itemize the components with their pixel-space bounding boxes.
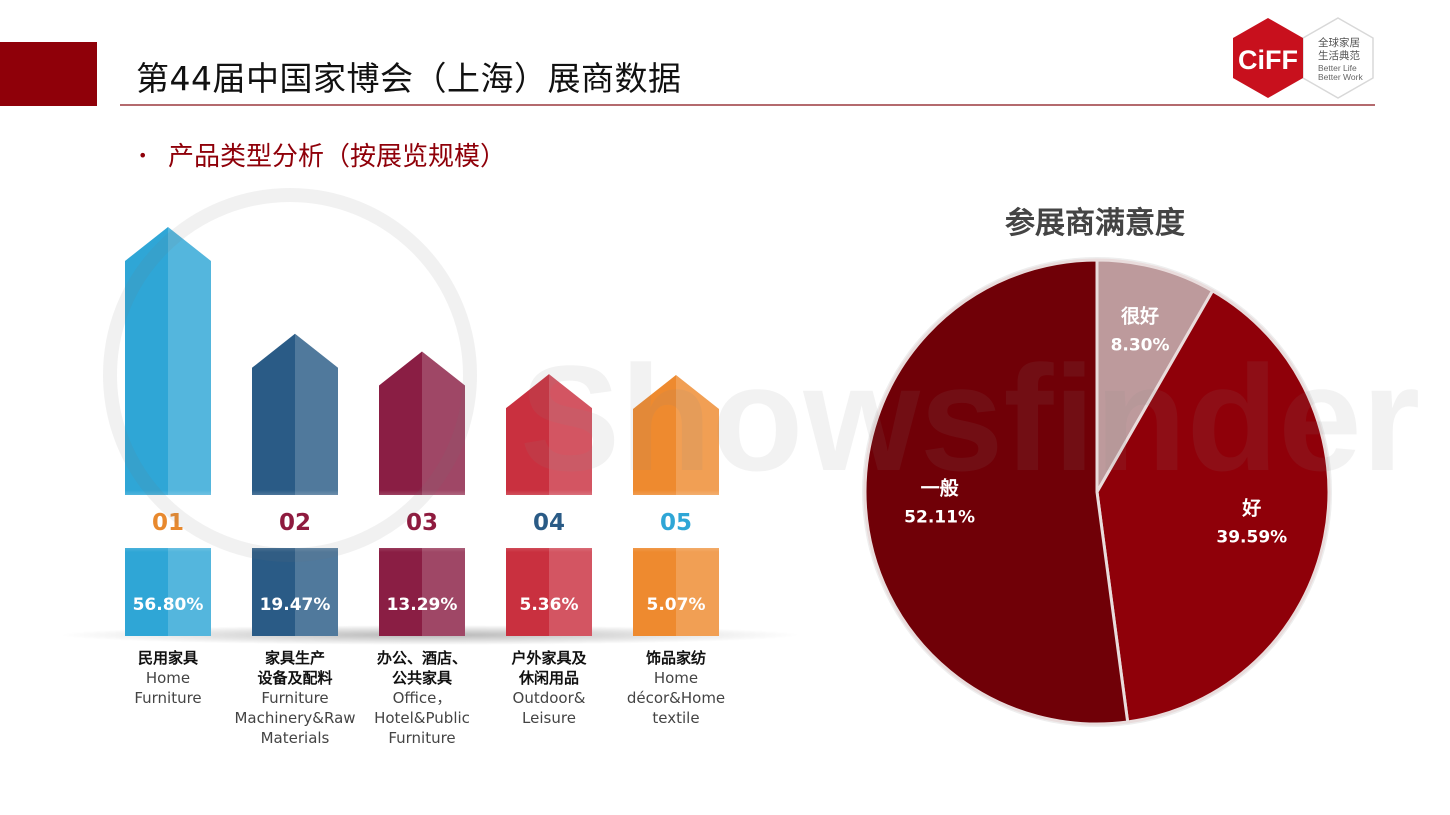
category-label-en: Leisure <box>522 709 576 727</box>
bar-lower-left-04 <box>506 548 549 636</box>
bar-upper-left-02 <box>252 333 295 495</box>
pie-label-1: 好 <box>1241 496 1261 519</box>
category-label-zh: 饰品家纺 <box>645 649 706 667</box>
bar-lower-right-05 <box>676 548 719 636</box>
bar-lower-right-03 <box>422 548 465 636</box>
bar-lower-left-02 <box>252 548 295 636</box>
category-label-03: 办公、酒店、 公共家具 Office， Hotel&Public Furniture <box>352 648 492 748</box>
title-accent-block <box>0 42 97 106</box>
category-number-03: 03 <box>406 510 438 536</box>
category-label-zh: 休闲用品 <box>518 669 579 687</box>
category-label-en: Home <box>653 669 699 687</box>
logo-line3: Better Life <box>1318 63 1357 73</box>
category-label-en: Furniture <box>261 689 329 707</box>
category-label-en: Outdoor& <box>512 689 586 707</box>
pie-label-0: 很好 <box>1121 305 1159 328</box>
bar-upper-left-01 <box>125 227 168 495</box>
bar-lower-right-01 <box>168 548 211 636</box>
pie-slice-2 <box>863 258 1130 726</box>
logo-hex-red <box>1233 18 1303 98</box>
category-number-01: 01 <box>152 510 184 536</box>
bar-upper-left-05 <box>633 375 676 495</box>
bar-lower-left-05 <box>633 548 676 636</box>
logo-line2: 生活典范 <box>1318 49 1360 62</box>
bullet-mark: • <box>138 146 148 165</box>
bar-upper-right-03 <box>422 351 465 495</box>
category-number-04: 04 <box>533 510 565 536</box>
category-label-01: 民用家具 Home Furniture <box>98 648 238 708</box>
bar-upper-right-04 <box>549 374 592 495</box>
category-label-en: Office， <box>392 689 452 707</box>
bar-lower-right-04 <box>549 548 592 636</box>
category-label-zh: 家具生产 <box>264 649 325 667</box>
satisfaction-pie-chart: 很好 8.30% 好 39.59% 一般 52.11% <box>862 257 1332 727</box>
page-title: 第44届中国家博会（上海）展商数据 <box>136 59 682 98</box>
bar-upper-right-02 <box>295 333 338 495</box>
category-label-02: 家具生产设备及配料 Furniture Machinery&Raw Materials <box>225 648 365 748</box>
category-label-zh: 民用家具 <box>137 649 198 667</box>
category-number-05: 05 <box>660 510 692 536</box>
bar-05: 5.07% <box>633 375 719 636</box>
section-subtitle-text: 产品类型分析（按展览规模） <box>168 142 507 172</box>
category-number-02: 02 <box>279 510 311 536</box>
category-label-en: Home <box>145 669 191 687</box>
pie-chart-title: 参展商满意度 <box>1005 206 1185 241</box>
bar-upper-left-03 <box>379 351 422 495</box>
category-label-en: Hotel&Public <box>374 709 470 727</box>
bar-lower-left-03 <box>379 548 422 636</box>
category-label-04: 户外家具及休闲用品 Outdoor& Leisure <box>479 648 619 728</box>
bar-lower-right-02 <box>295 548 338 636</box>
category-label-en: Furniture <box>388 729 456 747</box>
category-label-zh: 户外家具及 <box>511 649 587 667</box>
category-label-en: Machinery&Raw <box>234 709 356 727</box>
pie-slice-1 <box>1095 288 1331 724</box>
pie-value-label-0: 8.30% <box>1111 336 1170 356</box>
category-label-en: décor&Home <box>626 689 726 707</box>
logo-line4: Better Work <box>1318 72 1363 82</box>
bar-upper-right-05 <box>676 375 719 495</box>
title-divider <box>120 104 1375 106</box>
bar-upper-left-04 <box>506 374 549 495</box>
number-stripe-core <box>115 500 765 542</box>
pie-slice-0 <box>1095 258 1215 498</box>
category-label-05: 饰品家纺 Home décor&Home textile <box>606 648 746 728</box>
bar-value-label-03: 13.29% <box>387 595 458 615</box>
pie-label-2: 一般 <box>921 476 959 499</box>
bar-upper-right-01 <box>168 227 211 495</box>
category-label-en: textile <box>652 709 700 727</box>
bar-02: 19.47% <box>252 333 338 636</box>
section-subtitle: • 产品类型分析（按展览规模） <box>138 136 506 173</box>
bar-value-label-05: 5.07% <box>647 595 706 615</box>
logo-line1: 全球家居 <box>1318 36 1360 49</box>
ciff-logo: CiFF 全球家居 生活典范 Better Life Better Work <box>1233 17 1374 99</box>
bar-value-label-01: 56.80% <box>133 595 204 615</box>
bar-value-label-04: 5.36% <box>520 595 579 615</box>
category-label-zh: 办公、酒店、 <box>376 649 467 667</box>
bar-03: 13.29% <box>379 351 465 636</box>
category-label-en: Furniture <box>134 689 202 707</box>
bar-01: 56.80% <box>125 227 211 636</box>
pie-value-label-1: 39.59% <box>1216 527 1287 547</box>
category-label-en: Materials <box>260 729 330 747</box>
category-label-zh: 公共家具 <box>391 669 452 687</box>
pie-value-label-2: 52.11% <box>904 507 975 527</box>
logo-mark: CiFF <box>1238 45 1298 75</box>
bar-04: 5.36% <box>506 374 592 636</box>
category-label-zh: 设备及配料 <box>257 669 333 687</box>
product-type-bar-chart: 56.80% 19.47% 13.29% 5.36% 5.07% 01 02 03 04 05 <box>60 227 800 645</box>
bar-value-label-02: 19.47% <box>260 595 331 615</box>
bar-lower-left-01 <box>125 548 168 636</box>
